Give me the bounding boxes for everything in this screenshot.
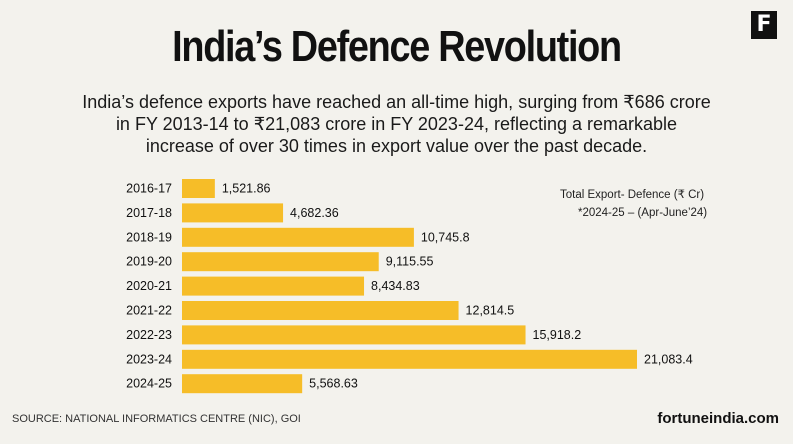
legend-footnote: *2024-25 – (Apr-June’24) — [578, 207, 708, 219]
category-label: 2016-17 — [126, 182, 172, 196]
value-label: 5,568.63 — [309, 377, 358, 391]
page-title: India’s Defence Revolution — [172, 22, 622, 71]
subtitle: India’s defence exports have reached an … — [82, 92, 711, 156]
bar — [182, 349, 637, 369]
bar — [182, 374, 303, 394]
category-label: 2019-20 — [126, 255, 172, 269]
value-label: 15,918.2 — [533, 328, 582, 342]
chart-legend: Total Export- Defence (₹ Cr) *2024-25 – … — [560, 186, 707, 222]
value-label: 10,745.8 — [421, 230, 470, 244]
legend-units: Total Export- Defence (₹ Cr) — [560, 189, 705, 201]
bar — [182, 179, 215, 198]
bar — [182, 227, 414, 247]
bar — [182, 301, 459, 320]
value-label: 9,115.55 — [386, 255, 434, 269]
value-label: 1,521.86 — [222, 182, 271, 196]
category-label: 2023-24 — [126, 352, 172, 366]
export-bar-chart: 2016-17 1,521.86 2017-18 4,682.36 2018-19 10,… — [126, 179, 693, 394]
bar — [182, 203, 284, 223]
value-label: 21,083.4 — [644, 352, 693, 366]
value-label: 12,814.5 — [466, 304, 515, 318]
category-label: 2017-18 — [126, 206, 172, 220]
source-note: SOURCE: NATIONAL INFORMATICS CENTRE (NIC… — [12, 413, 301, 425]
category-label: 2021-22 — [126, 304, 172, 318]
category-label: 2018-19 — [126, 230, 172, 244]
value-label: 8,434.83 — [371, 279, 420, 293]
fortune-logo: F — [751, 11, 777, 39]
category-label: 2024-25 — [126, 377, 172, 391]
category-label: 2022-23 — [126, 328, 172, 342]
site-url: fortuneindia.com — [657, 410, 779, 427]
bar — [182, 252, 379, 272]
bar — [182, 325, 526, 345]
category-label: 2020-21 — [126, 279, 172, 293]
value-label: 4,682.36 — [290, 206, 339, 220]
bar — [182, 276, 365, 296]
